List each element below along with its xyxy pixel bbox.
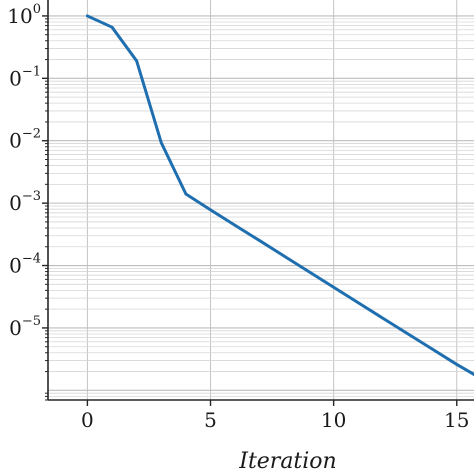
- x-axis-label: Iteration: [238, 449, 336, 474]
- data-point: [307, 270, 311, 274]
- data-point: [356, 301, 360, 305]
- series-layer: [85, 14, 474, 376]
- y-tick-label-exponent: −4: [22, 252, 41, 267]
- data-point: [209, 208, 212, 212]
- data-point: [258, 239, 262, 242]
- x-tick-label: 10: [321, 408, 346, 432]
- data-point: [184, 192, 188, 196]
- data-point: [110, 25, 114, 29]
- y-tick-label-exponent: −5: [22, 314, 41, 329]
- x-tick-label: 15: [444, 408, 469, 432]
- data-point: [135, 59, 138, 63]
- data-point: [381, 316, 385, 320]
- y-tick-label-base: 0: [9, 129, 22, 153]
- y-tick-label-exponent: −1: [22, 64, 41, 79]
- data-point: [406, 332, 409, 335]
- y-tick-label-base: 0: [9, 254, 22, 278]
- data-point: [332, 285, 335, 289]
- data-point: [430, 347, 434, 351]
- y-tick-label-exponent: −3: [22, 189, 41, 204]
- grid: [48, 0, 474, 401]
- y-tick-label: 0−1: [9, 64, 41, 90]
- y-tick-label-base: 0: [9, 191, 22, 215]
- y-tick-label-base: 0: [9, 66, 22, 90]
- x-tick-label: 5: [204, 408, 217, 432]
- data-point: [233, 224, 237, 227]
- y-tick-label: 0−4: [9, 252, 41, 278]
- y-tick-label-exponent: −2: [22, 127, 41, 142]
- y-tick-label: 0−2: [9, 127, 41, 153]
- y-tick-label-base: 0: [9, 316, 22, 340]
- y-tick-label: 0−3: [9, 189, 41, 215]
- x-tick-label: 0: [81, 408, 94, 432]
- data-point: [86, 14, 89, 18]
- y-tick-label-exponent: 0: [33, 2, 41, 17]
- y-tick-label-base: 10: [7, 4, 32, 28]
- axes: [47, 0, 474, 401]
- y-tick-label: 0−5: [9, 314, 41, 340]
- y-tick-label: 100: [7, 2, 41, 28]
- data-point: [283, 254, 286, 258]
- series-line: [85, 14, 474, 376]
- data-point: [455, 363, 459, 366]
- data-point: [159, 141, 163, 144]
